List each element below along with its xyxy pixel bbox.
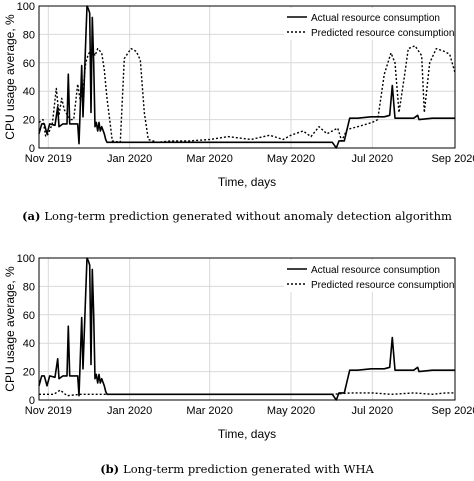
x-tick-label: May 2020 (267, 405, 315, 417)
x-tick-label: Jan 2020 (107, 153, 152, 165)
caption-b-label: (b) (100, 462, 120, 476)
series-line-predicted (38, 45, 456, 143)
legend-label: Actual resource consumption (311, 265, 440, 276)
x-tick-label: Jan 2020 (107, 405, 152, 417)
legend: Actual resource consumption Predicted res… (284, 8, 454, 40)
x-tick-label: Jul 2020 (352, 405, 394, 417)
y-tick-label: 20 (23, 367, 35, 379)
y-tick-label: 60 (23, 310, 35, 322)
x-tick-label: Jul 2020 (352, 153, 394, 165)
y-tick-label: 80 (23, 281, 35, 293)
y-tick-label: 60 (23, 58, 35, 70)
y-tick-label: 80 (23, 29, 35, 41)
y-tick-label: 40 (23, 86, 35, 98)
plot-area (38, 257, 456, 401)
x-tick-label: Nov 2019 (25, 405, 72, 417)
series-line-predicted (39, 389, 455, 397)
x-axis-label: Time, days (218, 427, 276, 441)
y-tick-label: 40 (23, 338, 35, 350)
chart-a: 0 20 40 60 80 100 Nov 2019 Jan 2020 Mar 2020 May … (3, 1, 474, 189)
y-axis-label: CPU usage average, % (3, 266, 17, 392)
y-axis-label: CPU usage average, % (3, 14, 17, 140)
x-tick-label: Mar 2020 (186, 153, 232, 165)
legend-label: Predicted resource consumption (311, 280, 454, 291)
caption-b: (b) Long-term prediction generated with W… (0, 462, 474, 476)
legend-label: Predicted resource consumption (311, 28, 454, 39)
x-tick-label: Sep 2020 (431, 153, 474, 165)
legend-label: Actual resource consumption (311, 13, 440, 24)
series-line-actual (38, 257, 455, 401)
legend: Actual resource consumption Predicted res… (284, 260, 454, 292)
caption-a: (a) Long-term prediction generated withou… (0, 209, 474, 223)
caption-b-text: Long-term prediction generated with WHA (123, 462, 374, 476)
chart-b: 0 20 40 60 80 100 Nov 2019 Jan 2020 Mar 2020 May … (3, 253, 474, 441)
x-tick-label: May 2020 (267, 153, 315, 165)
y-tick-label: 0 (29, 143, 35, 155)
legend-box (284, 8, 454, 40)
legend-box (284, 260, 454, 292)
y-tick-label: 0 (29, 395, 35, 407)
y-tick-label: 100 (17, 1, 35, 13)
x-tick-label: Sep 2020 (431, 405, 474, 417)
series-line-actual (38, 5, 455, 149)
plot-area (38, 5, 456, 149)
x-axis-label: Time, days (218, 175, 276, 189)
caption-a-label: (a) (22, 209, 41, 223)
x-tick-label: Nov 2019 (25, 153, 72, 165)
y-tick-label: 100 (17, 253, 35, 265)
caption-a-text: Long-term prediction generated without a… (44, 209, 452, 223)
y-tick-label: 20 (23, 115, 35, 127)
x-tick-label: Mar 2020 (186, 405, 232, 417)
